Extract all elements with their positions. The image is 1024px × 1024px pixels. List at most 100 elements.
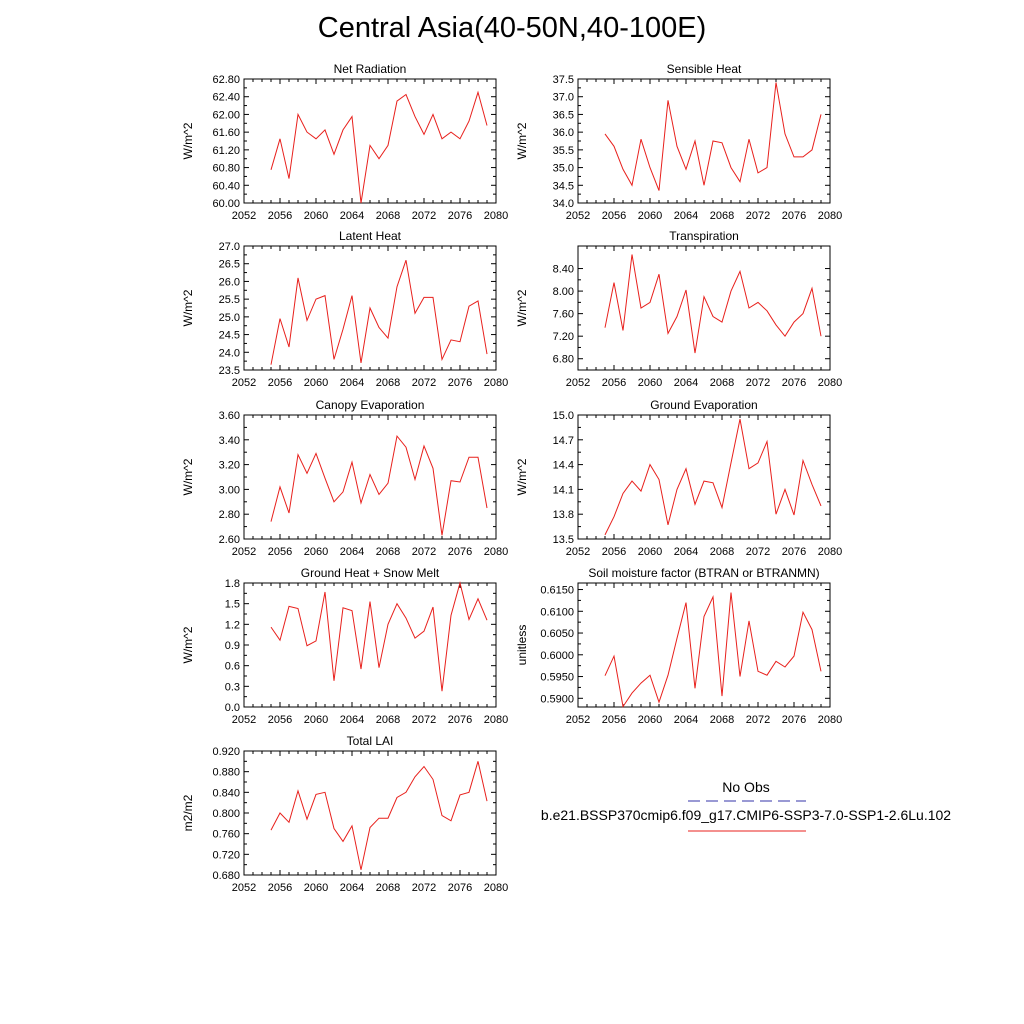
y-tick-label: 0.840 bbox=[212, 787, 240, 799]
x-tick-label: 2076 bbox=[782, 546, 806, 558]
panel-title: Soil moisture factor (BTRAN or BTRANMN) bbox=[588, 566, 819, 580]
y-tick-label: 23.5 bbox=[219, 365, 240, 377]
y-tick-label: 62.00 bbox=[212, 109, 240, 121]
y-tick-label: 7.20 bbox=[553, 331, 574, 343]
y-tick-label: 1.5 bbox=[225, 599, 240, 611]
y-tick-label: 0.6000 bbox=[540, 650, 574, 662]
y-tick-label: 61.60 bbox=[212, 127, 240, 139]
x-tick-label: 2060 bbox=[638, 210, 662, 222]
x-tick-label: 2076 bbox=[448, 882, 472, 894]
chart-panel-2: Sensible Heat W/m^2 2052 2056 2060 2064 2068 20… bbox=[515, 62, 842, 222]
x-tick-label: 2060 bbox=[304, 714, 328, 726]
x-tick-label: 2056 bbox=[268, 546, 292, 558]
series-line bbox=[604, 418, 822, 536]
x-tick-label: 2080 bbox=[818, 210, 842, 222]
y-tick-label: 0.720 bbox=[212, 849, 240, 861]
chart-panel-5: Canopy Evaporation W/m^2 2052 2056 2060 2064 2… bbox=[181, 398, 508, 558]
x-tick-label: 2076 bbox=[448, 714, 472, 726]
x-tick-label: 2072 bbox=[746, 546, 770, 558]
panel-title: Canopy Evaporation bbox=[316, 398, 425, 412]
y-axis-label: unitless bbox=[515, 625, 529, 666]
series-line bbox=[270, 90, 488, 204]
x-tick-label: 2076 bbox=[782, 210, 806, 222]
series-line bbox=[270, 581, 488, 692]
y-tick-label: 0.6100 bbox=[540, 606, 574, 618]
y-tick-label: 0.880 bbox=[212, 767, 240, 779]
y-tick-label: 6.80 bbox=[553, 354, 574, 366]
x-tick-label: 2052 bbox=[232, 377, 256, 389]
x-tick-label: 2072 bbox=[412, 882, 436, 894]
chart-panel-9: Total LAI m2/m2 2052 2056 2060 2064 2068 2072 20… bbox=[181, 734, 508, 894]
x-tick-label: 2064 bbox=[340, 210, 364, 222]
x-tick-label: 2060 bbox=[304, 377, 328, 389]
x-tick-label: 2060 bbox=[304, 882, 328, 894]
x-tick-label: 2068 bbox=[376, 210, 400, 222]
y-axis-label: W/m^2 bbox=[515, 122, 529, 159]
y-tick-label: 60.80 bbox=[212, 163, 240, 175]
y-tick-label: 14.1 bbox=[553, 484, 574, 496]
y-tick-label: 60.40 bbox=[212, 180, 240, 192]
chart-panel-8: Soil moisture factor (BTRAN or BTRANMN) u… bbox=[515, 566, 842, 726]
x-tick-label: 2052 bbox=[232, 210, 256, 222]
y-tick-label: 15.0 bbox=[553, 410, 574, 422]
x-tick-label: 2080 bbox=[484, 377, 508, 389]
series-line bbox=[604, 82, 822, 191]
y-tick-label: 36.0 bbox=[553, 127, 574, 139]
y-axis-label: W/m^2 bbox=[181, 289, 195, 326]
x-tick-label: 2080 bbox=[484, 714, 508, 726]
y-tick-label: 7.60 bbox=[553, 309, 574, 321]
y-tick-label: 2.80 bbox=[219, 509, 240, 521]
y-tick-label: 36.5 bbox=[553, 109, 574, 121]
x-tick-label: 2052 bbox=[232, 546, 256, 558]
x-tick-label: 2072 bbox=[746, 714, 770, 726]
x-tick-label: 2076 bbox=[448, 210, 472, 222]
x-tick-label: 2052 bbox=[566, 210, 590, 222]
y-axis-label: W/m^2 bbox=[181, 122, 195, 159]
x-tick-label: 2056 bbox=[602, 377, 626, 389]
plot-frame bbox=[243, 414, 497, 540]
plot-frame bbox=[243, 750, 497, 876]
y-tick-label: 37.0 bbox=[553, 92, 574, 104]
y-tick-label: 14.4 bbox=[553, 460, 574, 472]
y-axis-label: W/m^2 bbox=[515, 289, 529, 326]
x-tick-label: 2068 bbox=[376, 546, 400, 558]
y-tick-label: 3.60 bbox=[219, 410, 240, 422]
y-tick-label: 0.3 bbox=[225, 681, 240, 693]
y-tick-label: 0.5950 bbox=[540, 672, 574, 684]
x-tick-label: 2060 bbox=[638, 546, 662, 558]
y-tick-label: 13.8 bbox=[553, 509, 574, 521]
x-tick-label: 2056 bbox=[268, 882, 292, 894]
y-tick-label: 35.0 bbox=[553, 163, 574, 175]
y-axis-label: W/m^2 bbox=[515, 458, 529, 495]
x-tick-label: 2056 bbox=[268, 714, 292, 726]
y-tick-label: 25.5 bbox=[219, 294, 240, 306]
x-tick-label: 2052 bbox=[232, 882, 256, 894]
x-tick-label: 2080 bbox=[484, 882, 508, 894]
y-tick-label: 24.5 bbox=[219, 330, 240, 342]
x-tick-label: 2068 bbox=[710, 377, 734, 389]
x-tick-label: 2080 bbox=[484, 210, 508, 222]
x-tick-label: 2064 bbox=[340, 546, 364, 558]
chart-panel-3: Latent Heat W/m^2 2052 2056 2060 2064 2068 2072… bbox=[181, 229, 508, 389]
chart-panel-7: Ground Heat + Snow Melt W/m^2 2052 2056 2060… bbox=[181, 566, 508, 726]
y-tick-label: 60.00 bbox=[212, 198, 240, 210]
y-tick-label: 62.80 bbox=[212, 74, 240, 86]
plot-frame bbox=[577, 414, 831, 540]
y-tick-label: 2.60 bbox=[219, 534, 240, 546]
y-tick-label: 0.760 bbox=[212, 829, 240, 841]
series-line bbox=[604, 254, 822, 354]
panel-title: Transpiration bbox=[669, 229, 739, 243]
y-tick-label: 37.5 bbox=[553, 74, 574, 86]
x-tick-label: 2060 bbox=[304, 210, 328, 222]
x-tick-label: 2068 bbox=[376, 377, 400, 389]
y-tick-label: 0.6 bbox=[225, 661, 240, 673]
x-tick-label: 2056 bbox=[602, 210, 626, 222]
y-tick-label: 26.0 bbox=[219, 276, 240, 288]
x-tick-label: 2072 bbox=[412, 714, 436, 726]
x-tick-label: 2076 bbox=[782, 377, 806, 389]
x-tick-label: 2072 bbox=[412, 210, 436, 222]
y-tick-label: 3.40 bbox=[219, 435, 240, 447]
x-tick-label: 2056 bbox=[602, 714, 626, 726]
x-tick-label: 2068 bbox=[710, 546, 734, 558]
